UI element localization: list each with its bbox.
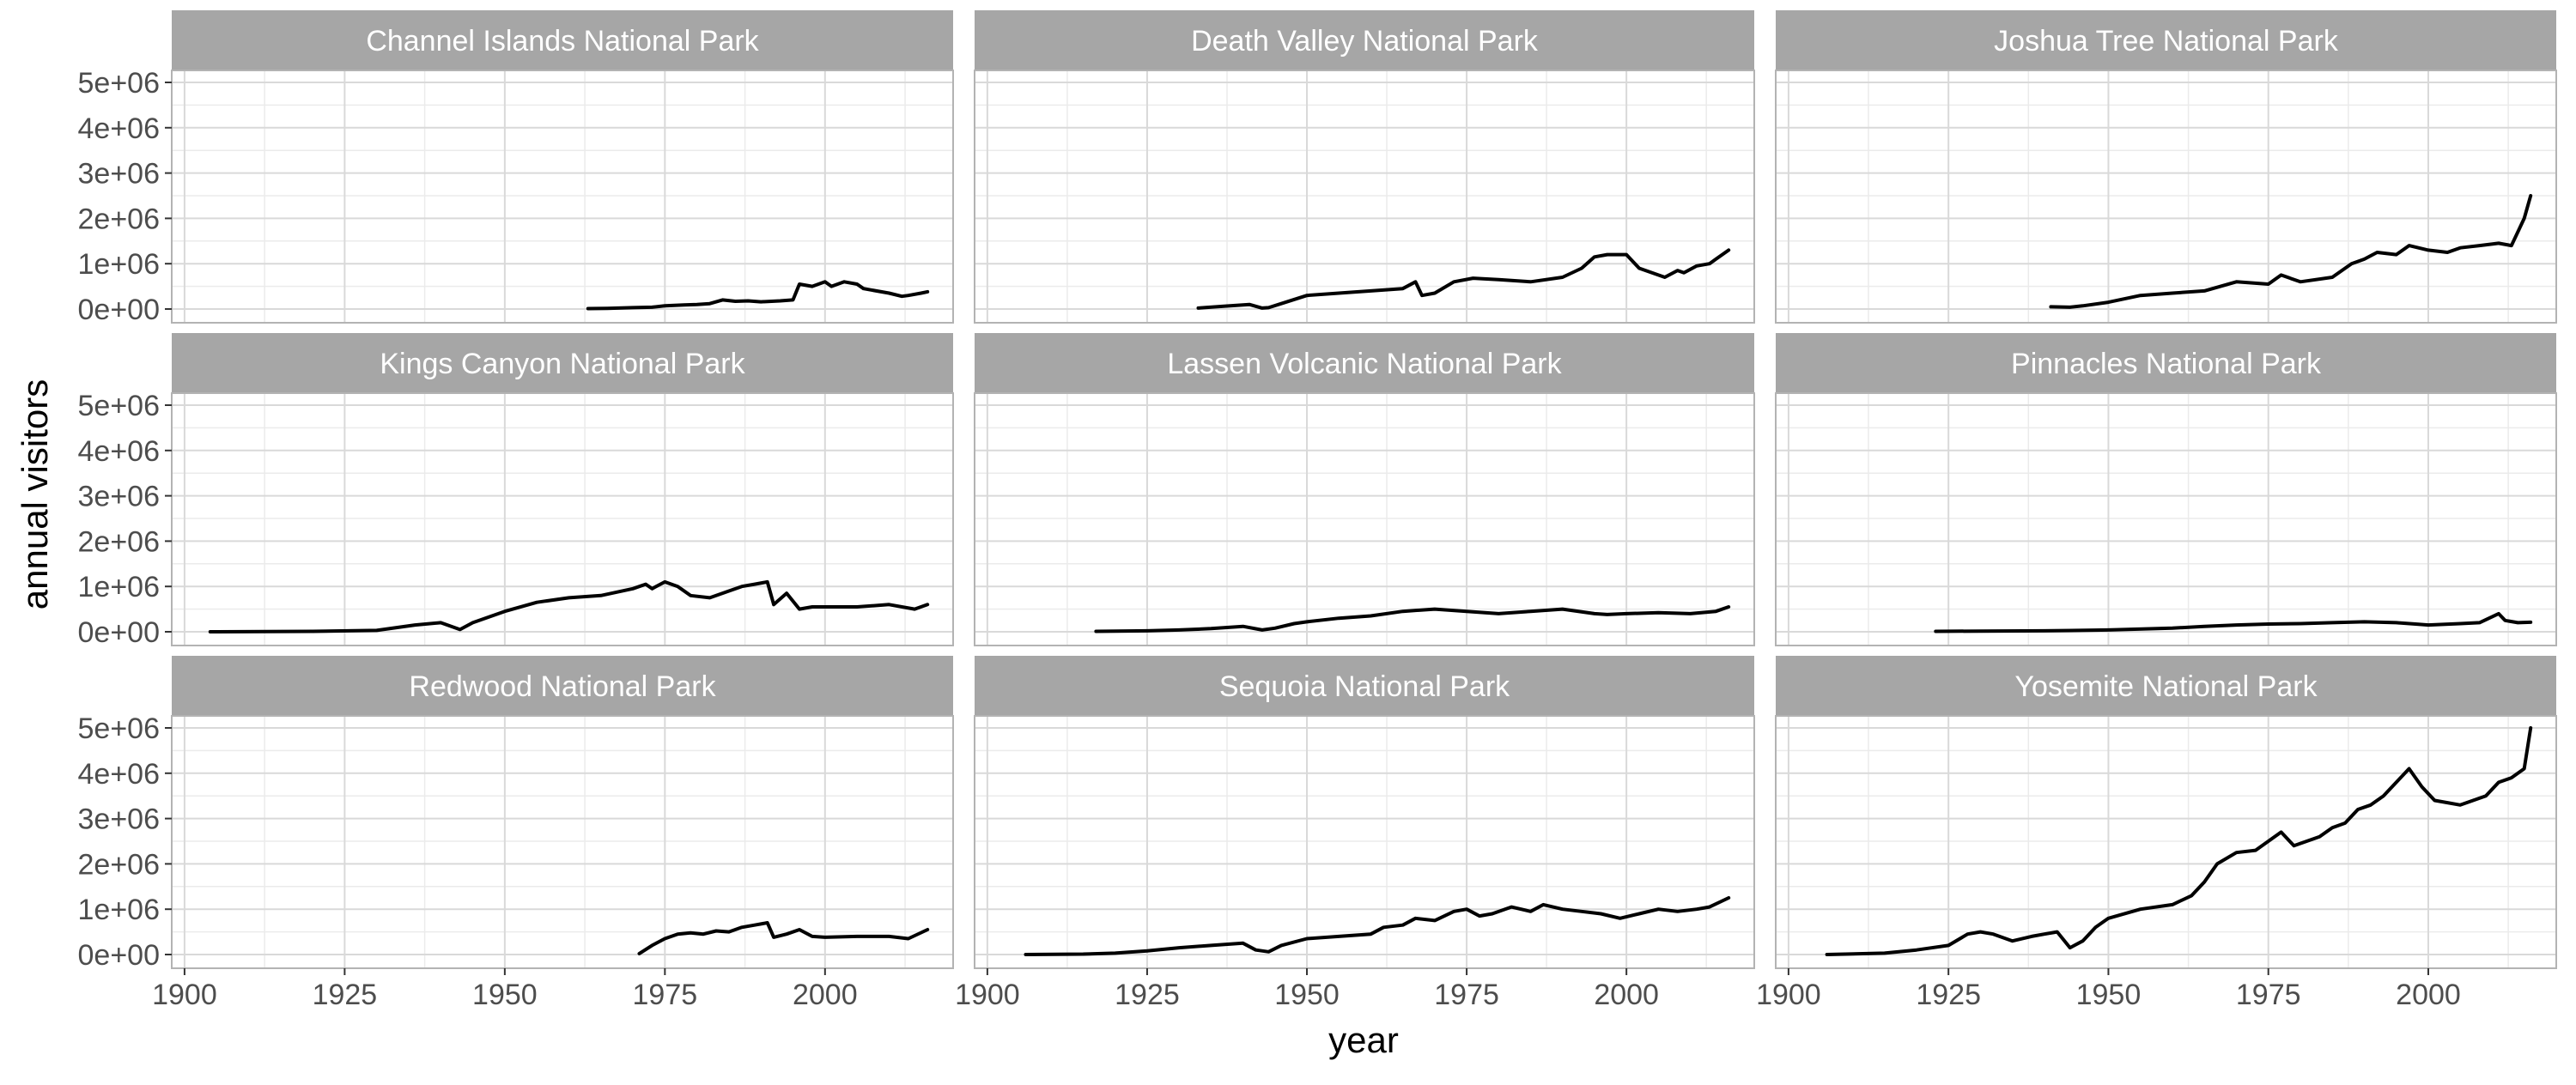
x-tick-label: 2000 <box>2396 979 2461 1011</box>
y-tick-label: 2e+06 <box>78 525 161 558</box>
facet-panel: Sequoia National Park 1900 1925 1950 1975 200… <box>955 656 1755 1011</box>
facet-strip-label: Death Valley National Park <box>1191 25 1539 58</box>
y-tick-label: 3e+06 <box>78 481 161 513</box>
x-tick-label: 1975 <box>1434 979 1499 1011</box>
series-line <box>586 280 930 311</box>
panel-border <box>1775 715 2557 969</box>
series-line <box>1934 611 2533 633</box>
x-tick-label: 1950 <box>1274 979 1340 1011</box>
panel-border <box>171 715 954 969</box>
y-tick-label: 1e+06 <box>78 248 161 281</box>
x-tick-label: 1975 <box>633 979 698 1011</box>
facet-strip <box>1776 333 2556 393</box>
facet-strip-label: Lassen Volcanic National Park <box>1167 348 1562 380</box>
series-line <box>2049 194 2533 309</box>
facet-panel: Joshua Tree National Park <box>1775 10 2557 324</box>
y-tick-label: 5e+06 <box>78 712 161 745</box>
panel-border <box>171 392 954 646</box>
facet-strip-label: Sequoia National Park <box>1219 670 1510 703</box>
facet-strip <box>975 10 1754 70</box>
panel-background <box>975 716 1754 968</box>
x-tick-label: 1900 <box>152 979 217 1011</box>
series-line <box>1024 896 1731 956</box>
y-axis-title: annual visitors <box>15 379 55 609</box>
y-tick-label: 4e+06 <box>78 435 161 468</box>
y-tick-label: 3e+06 <box>78 803 161 836</box>
x-tick-label: 1950 <box>472 979 538 1011</box>
facet-strip <box>975 656 1754 716</box>
facet-strip <box>1776 656 2556 716</box>
series-line <box>1094 605 1731 633</box>
panel-background <box>1776 70 2556 323</box>
panel-background <box>172 393 953 646</box>
panel-border <box>1775 392 2557 646</box>
facet-strip <box>1776 10 2556 70</box>
facet-strip-label: Redwood National Park <box>409 670 716 703</box>
y-tick-label: 2e+06 <box>78 848 161 881</box>
y-tick-label: 4e+06 <box>78 758 161 791</box>
series-line <box>208 579 930 633</box>
y-tick-label: 0e+00 <box>78 294 161 326</box>
facet-strip-label: Joshua Tree National Park <box>1994 25 2339 58</box>
panel-background <box>975 393 1754 646</box>
y-tick-label: 0e+00 <box>78 939 161 972</box>
panel-background <box>172 716 953 968</box>
x-tick-label: 2000 <box>1594 979 1659 1011</box>
x-tick-label: 1925 <box>1916 979 1981 1011</box>
y-tick-label: 1e+06 <box>78 571 161 603</box>
facet-strip <box>172 10 953 70</box>
panel-border <box>974 70 1755 324</box>
series-line <box>1825 726 2533 956</box>
facet-strip <box>172 656 953 716</box>
panel-border <box>171 70 954 324</box>
facet-panel: Yosemite National Park 1900 1925 1950 1975 20… <box>1756 656 2557 1011</box>
facet-strip-label: Kings Canyon National Park <box>380 348 745 380</box>
panel-background <box>172 70 953 323</box>
panel-background <box>975 70 1754 323</box>
facet-strip-label: Channel Islands National Park <box>366 25 759 58</box>
y-tick-label: 2e+06 <box>78 203 161 235</box>
y-tick-label: 5e+06 <box>78 67 161 100</box>
x-tick-label: 1900 <box>955 979 1020 1011</box>
y-tick-label: 3e+06 <box>78 158 161 191</box>
x-tick-label: 1900 <box>1756 979 1821 1011</box>
facet-strip <box>975 333 1754 393</box>
panel-border <box>1775 70 2557 324</box>
facet-panel: Redwood National Park 0e+00 1e+06 2e+06 3e+0… <box>78 656 954 1011</box>
facet-panel: Lassen Volcanic National Park <box>974 333 1755 646</box>
facet-panel: Kings Canyon National Park 0e+00 1e+06 2e+0… <box>78 333 954 649</box>
facet-panel: Pinnacles National Park <box>1775 333 2557 646</box>
y-tick-label: 1e+06 <box>78 894 161 926</box>
facet-strip-label: Pinnacles National Park <box>2011 348 2322 380</box>
y-tick-label: 4e+06 <box>78 112 161 145</box>
y-tick-label: 5e+06 <box>78 390 161 422</box>
x-tick-label: 1975 <box>2236 979 2301 1011</box>
series-line <box>1196 248 1731 310</box>
x-tick-label: 1925 <box>1115 979 1180 1011</box>
panel-border <box>974 715 1755 969</box>
facet-strip-label: Yosemite National Park <box>2014 670 2318 703</box>
panel-background <box>1776 716 2556 968</box>
facet-strip <box>172 333 953 393</box>
facet-panel: Death Valley National Park <box>974 10 1755 324</box>
x-tick-label: 1925 <box>313 979 378 1011</box>
panel-border <box>974 392 1755 646</box>
y-tick-label: 0e+00 <box>78 616 161 649</box>
panel-background <box>1776 393 2556 646</box>
series-line <box>637 921 930 955</box>
x-tick-label: 2000 <box>793 979 858 1011</box>
facet-panel: Channel Islands National Park 0e+00 1e+06 2… <box>78 10 954 326</box>
x-tick-label: 1950 <box>2076 979 2142 1011</box>
x-axis-title: year <box>1328 1020 1399 1060</box>
